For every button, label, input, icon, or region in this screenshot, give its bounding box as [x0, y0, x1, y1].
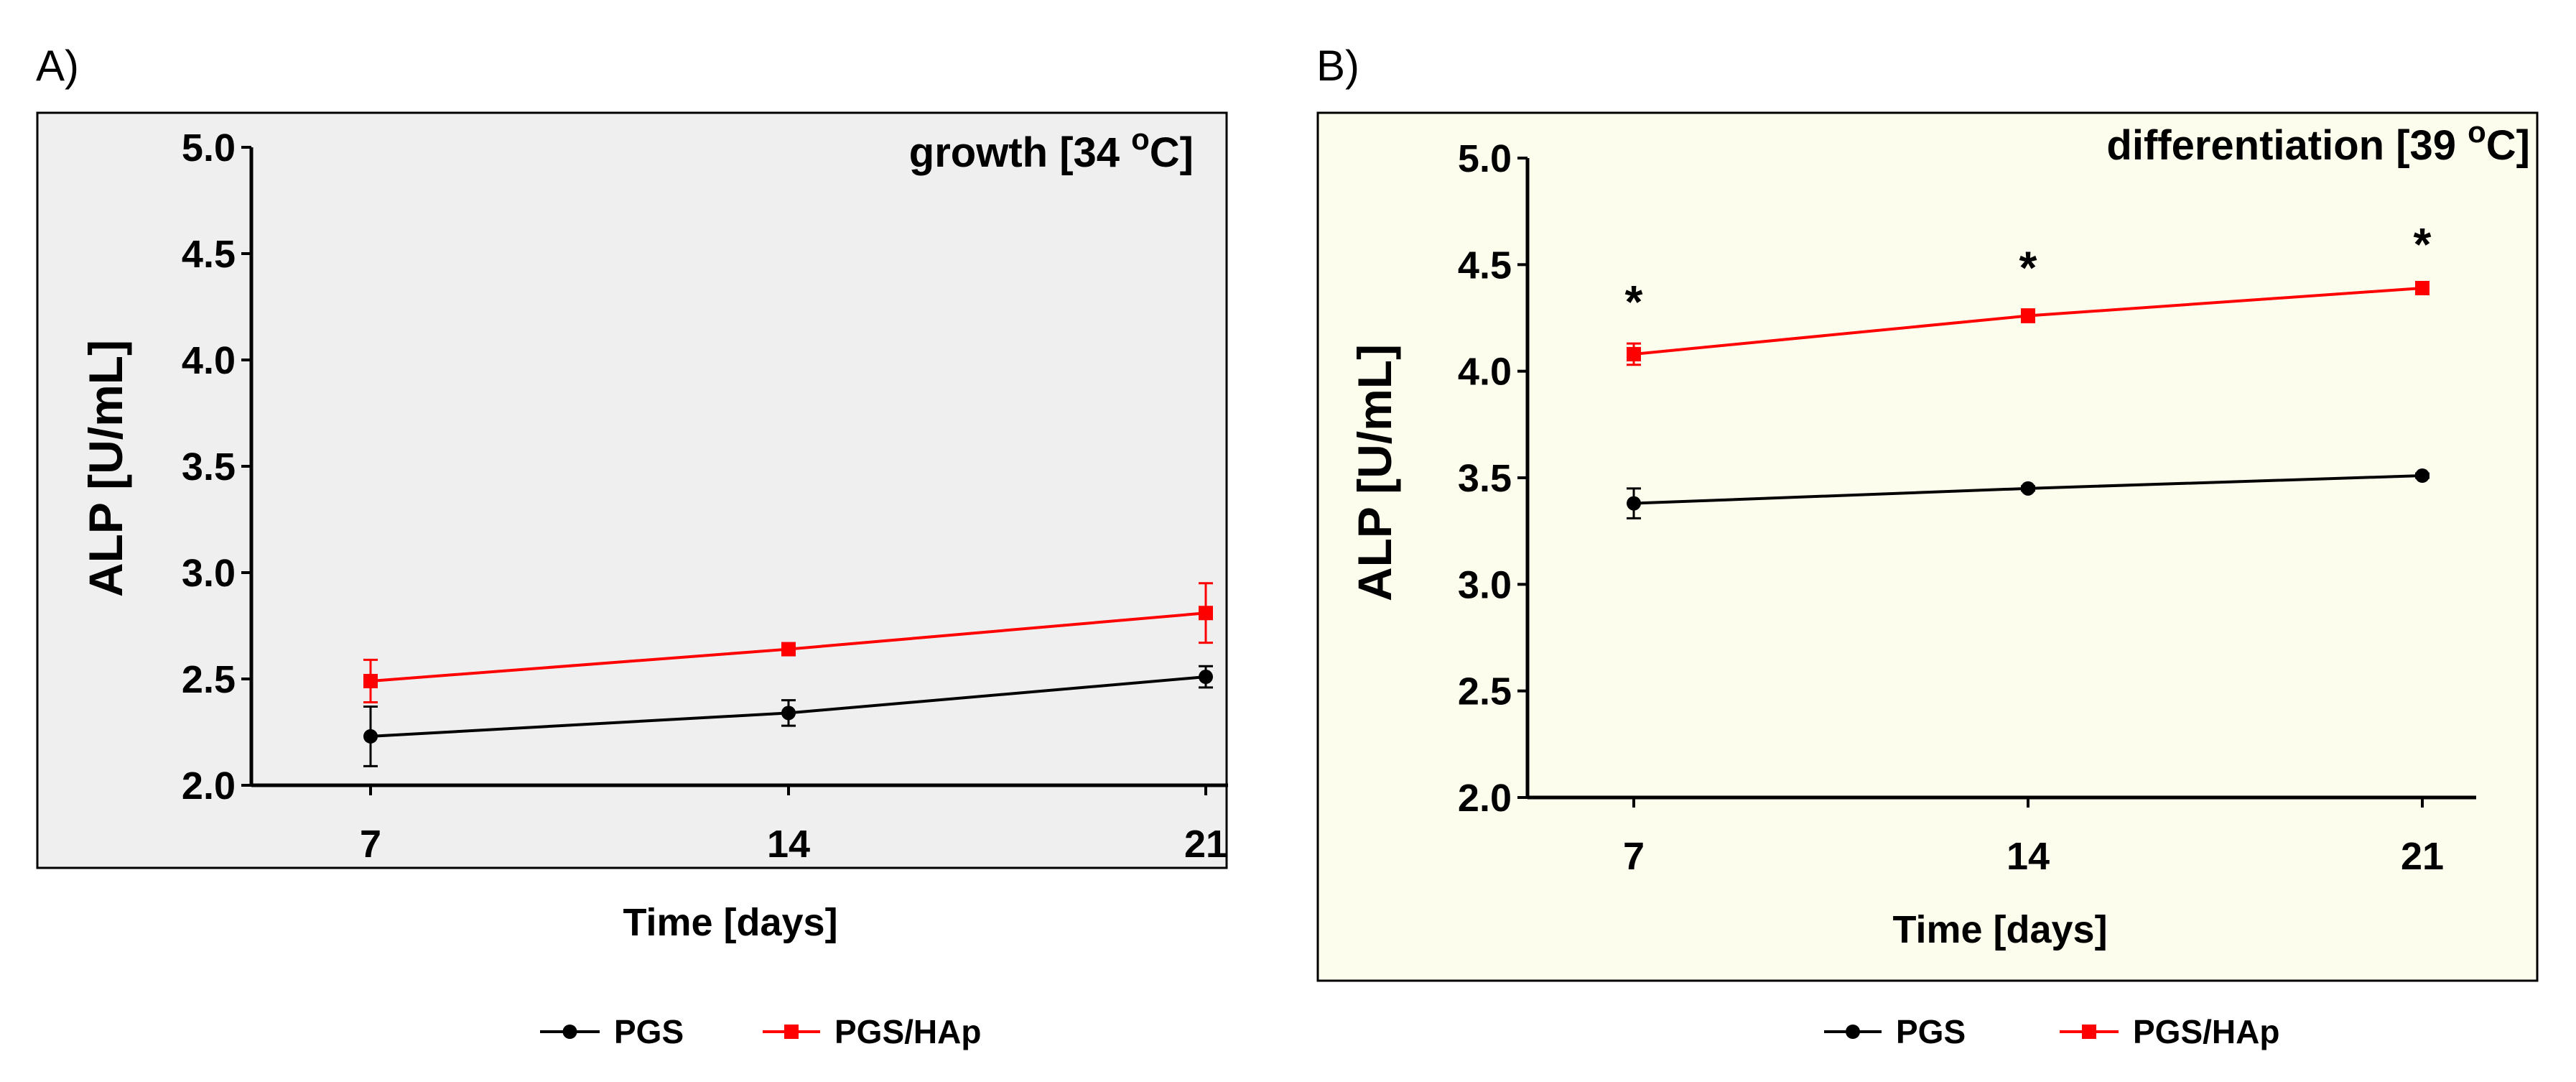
- series-pgs-hap: [1627, 280, 2429, 366]
- x-tick-label: 21: [1184, 823, 1227, 866]
- legend-label: PGS: [614, 1013, 684, 1050]
- y-tick-label: 4.0: [182, 339, 236, 382]
- data-point: [2415, 280, 2429, 295]
- legend-item: PGS: [1824, 1013, 1966, 1050]
- legend-label: PGS/HAp: [834, 1013, 981, 1050]
- chart-panel-b: B) 2.0 2.5 3.0 3.5 4.0 4.5 5.0 7 14 21 ALP [U/mL] Ti…: [1316, 42, 2539, 1050]
- y-tick-label: 2.5: [1458, 670, 1512, 713]
- y-tick-label: 3.0: [182, 552, 236, 595]
- y-tick-label: 4.0: [1458, 351, 1512, 394]
- y-tick-label: 2.0: [182, 764, 236, 808]
- y-axis-label: ALP [U/mL]: [1348, 344, 1401, 601]
- x-tick-label: 14: [2007, 835, 2050, 878]
- data-point: [2415, 468, 2429, 484]
- significance-star: *: [2019, 242, 2037, 294]
- data-point: [1199, 670, 1213, 685]
- chart-panel-a: A) 2.0 2.5 3.0 3.5 4.0 4.5 5.0 7 14 21 ALP [U/mL] Ti…: [36, 42, 1228, 1050]
- data-point: [2021, 308, 2035, 323]
- data-point: [363, 673, 378, 688]
- legend-item: PGS: [540, 1013, 684, 1050]
- significance-star: *: [2414, 218, 2432, 270]
- data-point: [781, 642, 796, 657]
- legend: PGS PGS/HAp: [1824, 1013, 2279, 1050]
- y-tick-label: 2.5: [182, 658, 236, 701]
- legend-marker: [2082, 1025, 2096, 1039]
- data-point: [781, 706, 796, 721]
- x-tick-label: 7: [1623, 835, 1645, 878]
- chart-title: growth [34 oC]: [909, 122, 1194, 176]
- plot-frame: [36, 111, 1228, 869]
- y-tick-label: 2.0: [1458, 777, 1512, 820]
- y-tick-label: 4.5: [182, 233, 236, 276]
- x-tick-label: 7: [360, 823, 381, 866]
- y-axis-label: ALP [U/mL]: [79, 340, 132, 597]
- x-axis-label: Time [days]: [1892, 908, 2107, 951]
- series-pgs: [363, 665, 1213, 767]
- legend-marker: [562, 1025, 577, 1039]
- x-tick-label: 21: [2401, 835, 2444, 878]
- series-pgs: [1627, 468, 2429, 519]
- legend-item: PGS/HAp: [763, 1013, 981, 1050]
- data-point: [2021, 481, 2035, 496]
- legend-marker: [1846, 1025, 1860, 1039]
- legend-label: PGS/HAp: [2133, 1013, 2279, 1050]
- data-point: [1199, 606, 1213, 621]
- legend-label: PGS: [1896, 1013, 1966, 1050]
- series-pgs-hap: [363, 582, 1213, 704]
- legend-item: PGS/HAp: [2060, 1013, 2279, 1050]
- y-tick-label: 3.5: [1458, 457, 1512, 500]
- y-tick-label: 3.0: [1458, 563, 1512, 606]
- y-tick-label: 3.5: [182, 445, 236, 489]
- legend-marker: [784, 1025, 799, 1039]
- x-axis-label: Time [days]: [623, 901, 837, 944]
- panel-label: B): [1316, 42, 1359, 90]
- significance-star: *: [1625, 276, 1643, 328]
- y-tick-label: 4.5: [1458, 244, 1512, 287]
- data-point: [363, 729, 378, 744]
- chart-title: differentiation [39 oC]: [2106, 115, 2530, 169]
- y-tick-label: 5.0: [182, 126, 236, 170]
- data-point: [1627, 346, 1641, 361]
- legend: PGS PGS/HAp: [540, 1013, 981, 1050]
- x-tick-label: 14: [767, 823, 810, 866]
- y-tick-label: 5.0: [1458, 137, 1512, 180]
- panel-label: A): [36, 42, 79, 90]
- plot-frame: [1316, 111, 2539, 982]
- data-point: [1627, 496, 1641, 511]
